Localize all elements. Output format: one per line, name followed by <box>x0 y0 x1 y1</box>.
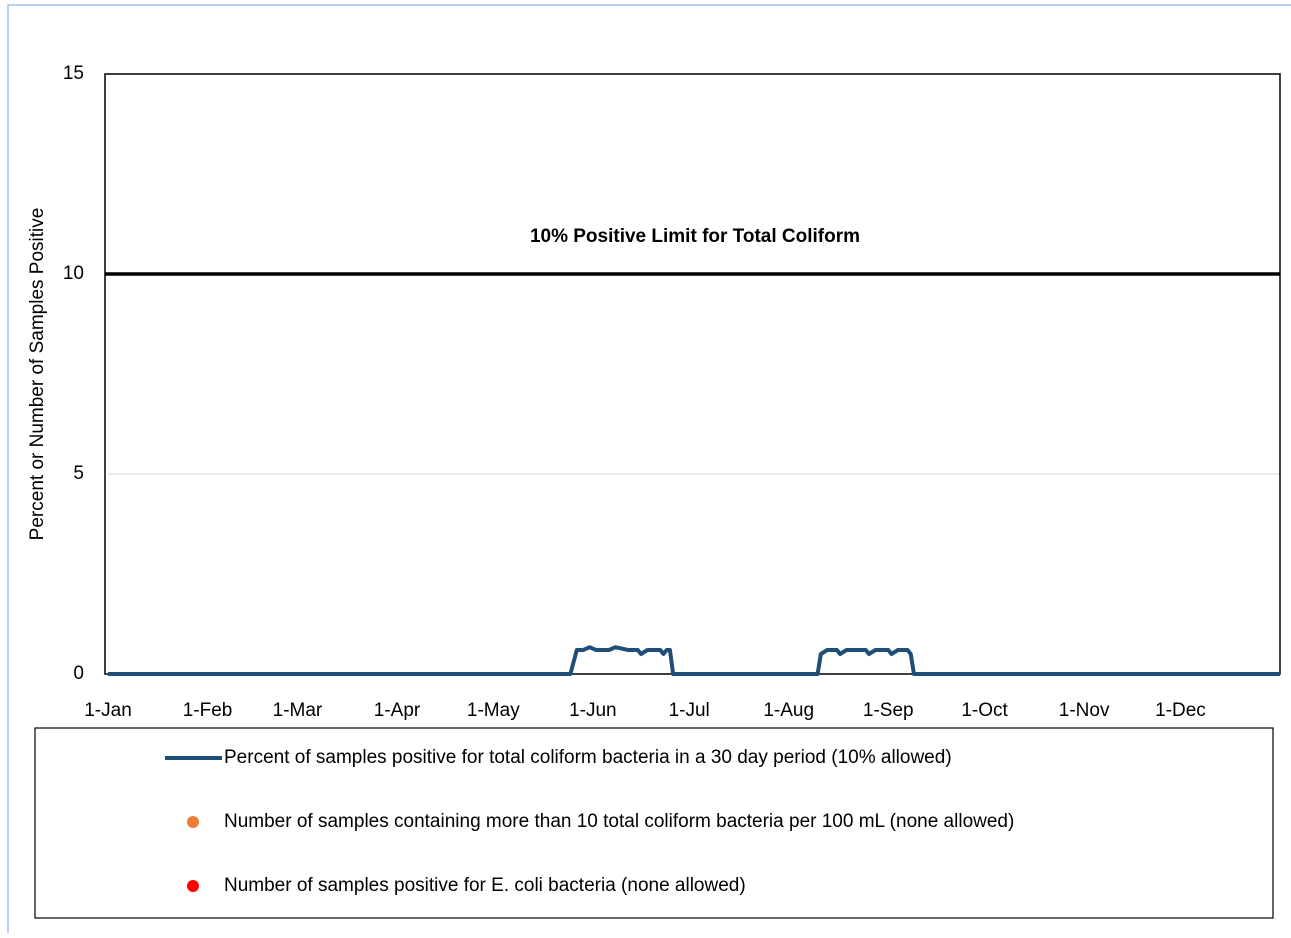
y-tick-label: 0 <box>73 663 84 684</box>
x-tick-label: 1-Jul <box>669 700 710 721</box>
x-tick-label: 1-Apr <box>374 700 421 721</box>
x-tick-label: 1-Dec <box>1155 700 1206 721</box>
legend-label: Number of samples positive for E. coli b… <box>224 875 746 896</box>
y-axis-label: Percent or Number of Samples Positive <box>27 208 48 541</box>
x-tick-label: 1-May <box>467 700 520 721</box>
legend-swatch <box>187 880 199 892</box>
y-tick-label: 15 <box>63 63 84 84</box>
series-line <box>108 645 1280 676</box>
limit-label: 10% Positive Limit for Total Coliform <box>530 226 860 247</box>
x-tick-label: 1-Nov <box>1059 700 1110 721</box>
x-tick-label: 1-Sep <box>863 700 914 721</box>
x-tick-label: 1-Oct <box>961 700 1008 721</box>
y-tick-label: 5 <box>73 463 84 484</box>
x-tick-label: 1-Jun <box>569 700 617 721</box>
x-tick-label: 1-Mar <box>273 700 323 721</box>
legend-label: Percent of samples positive for total co… <box>224 747 952 768</box>
x-tick-label: 1-Jan <box>84 700 132 721</box>
plot-border <box>104 73 1281 675</box>
legend-label: Number of samples containing more than 1… <box>224 811 1014 832</box>
frame <box>7 4 1291 938</box>
x-tick-label: 1-Aug <box>763 700 814 721</box>
y-tick-label: 10 <box>63 263 84 284</box>
x-tick-label: 1-Feb <box>183 700 233 721</box>
legend-box <box>34 727 1274 919</box>
legend-swatch <box>187 816 199 828</box>
